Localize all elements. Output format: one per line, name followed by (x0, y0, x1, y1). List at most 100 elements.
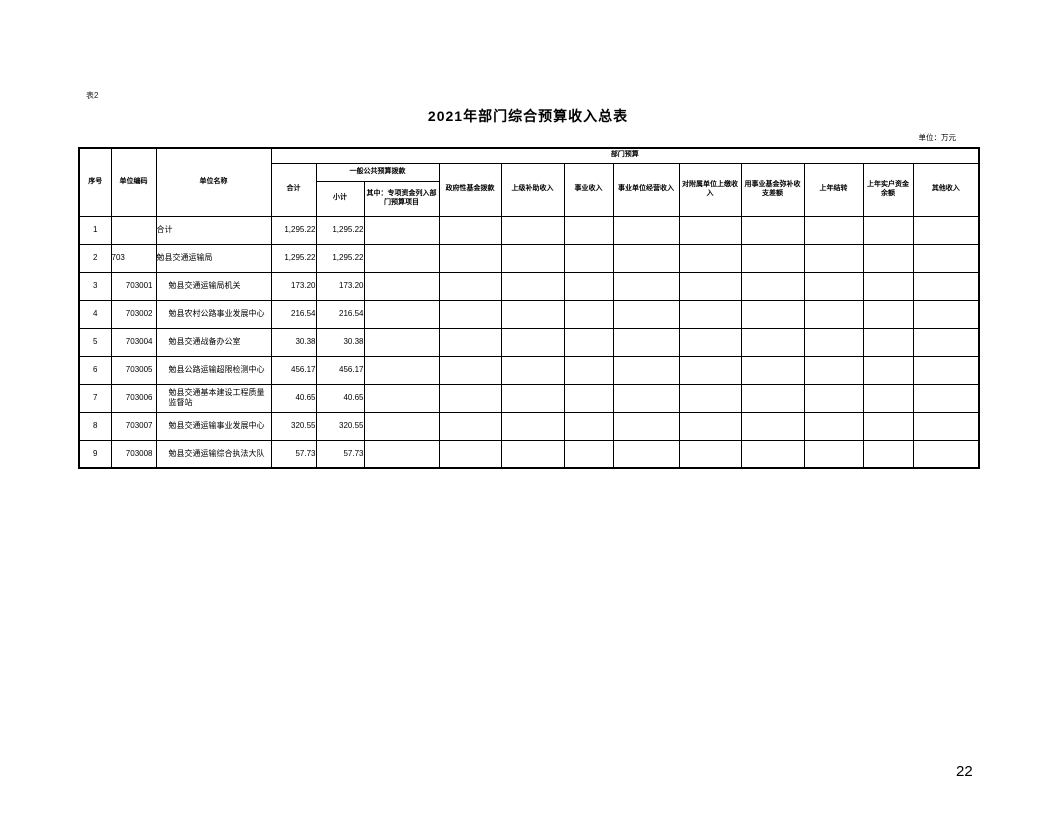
header-subtotal: 小计 (315, 180, 365, 217)
value-cell (678, 439, 742, 469)
unit-name-cell: 勉县交通运输局 (155, 243, 272, 273)
value-cell (438, 271, 502, 301)
header-row-3: 小计 其中：专项资金列入部门预算项目 (79, 180, 979, 217)
seq-cell: 2 (78, 243, 112, 273)
header-total: 合计 (270, 162, 317, 217)
value-cell (862, 215, 914, 245)
value-cell (740, 215, 805, 245)
table-row: 4 703002 勉县农村公路事业发展中心 216.54 216.54 (78, 299, 980, 329)
value-cell (438, 243, 502, 273)
header-prev-year-carryover: 上年结转 (803, 162, 864, 217)
header-dept-budget: 部门预算 (270, 147, 980, 164)
value-cell: 57.73 (315, 439, 365, 469)
seq-cell: 1 (78, 215, 112, 245)
value-cell (563, 383, 614, 413)
value-cell: 1,295.22 (270, 243, 317, 273)
header-special-funds: 其中：专项资金列入部门预算项目 (363, 180, 440, 217)
value-cell (438, 299, 502, 329)
value-cell (740, 439, 805, 469)
value-cell (363, 299, 440, 329)
value-cell (678, 355, 742, 385)
value-cell (363, 439, 440, 469)
header-unit-code: 单位编码 (110, 147, 157, 217)
unit-name-cell: 合计 (155, 215, 272, 245)
value-cell (740, 271, 805, 301)
table-row: 3 703001 勉县交通运输局机关 173.20 173.20 (78, 271, 980, 301)
value-cell (500, 439, 565, 469)
value-cell (912, 327, 980, 357)
header-business-income: 事业收入 (563, 162, 614, 217)
unit-code-cell: 703005 (110, 355, 157, 385)
value-cell: 320.55 (270, 411, 317, 441)
value-cell (500, 271, 565, 301)
value-cell (912, 355, 980, 385)
header-business-unit-operating-income: 事业单位经营收入 (612, 162, 680, 217)
value-cell (563, 271, 614, 301)
unit-name-cell: 勉县交通运输局机关 (155, 271, 272, 301)
value-cell (678, 271, 742, 301)
value-cell (500, 327, 565, 357)
value-cell (912, 439, 980, 469)
unit-code-cell: 703 (110, 243, 157, 273)
header-prev-year-actual-account-balance: 上年实户资金余额 (862, 162, 914, 217)
page-title: 2021年部门综合预算收入总表 (427, 108, 629, 124)
value-cell (862, 439, 914, 469)
value-cell (363, 215, 440, 245)
value-cell: 40.65 (315, 383, 365, 413)
value-cell (363, 271, 440, 301)
seq-cell: 4 (78, 299, 112, 329)
value-cell (678, 383, 742, 413)
unit-code-cell: 703008 (110, 439, 157, 469)
unit-code-cell: 703001 (110, 271, 157, 301)
value-cell (563, 243, 614, 273)
value-cell (563, 439, 614, 469)
value-cell (803, 439, 864, 469)
unit-name-cell: 勉县农村公路事业发展中心 (155, 299, 272, 329)
value-cell (912, 299, 980, 329)
table-row: 8 703007 勉县交通运输事业发展中心 320.55 320.55 (78, 411, 980, 441)
table-row: 5 703004 勉县交通战备办公室 30.38 30.38 (78, 327, 980, 357)
page-number: 22 (956, 763, 973, 780)
value-cell (912, 383, 980, 413)
value-cell (740, 383, 805, 413)
value-cell (912, 271, 980, 301)
value-cell (740, 411, 805, 441)
value-cell (912, 411, 980, 441)
value-cell (500, 243, 565, 273)
header-seq: 序号 (78, 147, 112, 217)
value-cell (612, 299, 680, 329)
header-superior-subsidy-income: 上级补助收入 (500, 162, 565, 217)
value-cell (678, 215, 742, 245)
budget-income-table: 序号 单位编码 单位名称 部门预算 合计 一般公共预算拨款 政府性基金拨款 上级… (78, 147, 981, 469)
value-cell (612, 383, 680, 413)
table-header: 序号 单位编码 单位名称 部门预算 合计 一般公共预算拨款 政府性基金拨款 上级… (78, 147, 980, 217)
header-affiliated-unit-paid-income: 对附属单位上缴收入 (678, 162, 742, 217)
value-cell (803, 383, 864, 413)
value-cell: 30.38 (270, 327, 317, 357)
unit-name-cell: 勉县交通运输综合执法大队 (155, 439, 272, 469)
value-cell: 1,295.22 (315, 243, 365, 273)
value-cell: 1,295.22 (270, 215, 317, 245)
header-unit-name: 单位名称 (155, 147, 272, 217)
value-cell: 57.73 (270, 439, 317, 469)
value-cell (678, 411, 742, 441)
table-row: 7 703006 勉县交通基本建设工程质量监督站 40.65 40.65 (78, 383, 980, 413)
table-row: 1 合计 1,295.22 1,295.22 (78, 215, 980, 245)
header-other-income: 其他收入 (912, 162, 980, 217)
value-cell (678, 243, 742, 273)
value-cell (612, 327, 680, 357)
value-cell (862, 243, 914, 273)
value-cell (678, 327, 742, 357)
unit-code-cell: 703006 (110, 383, 157, 413)
value-cell (363, 411, 440, 441)
value-cell (438, 215, 502, 245)
value-cell: 216.54 (270, 299, 317, 329)
value-cell (563, 411, 614, 441)
value-cell (862, 411, 914, 441)
value-cell (363, 243, 440, 273)
value-cell (500, 355, 565, 385)
value-cell (500, 383, 565, 413)
header-row-1: 序号 单位编码 单位名称 部门预算 (78, 147, 980, 217)
seq-cell: 8 (78, 411, 112, 441)
value-cell (363, 383, 440, 413)
